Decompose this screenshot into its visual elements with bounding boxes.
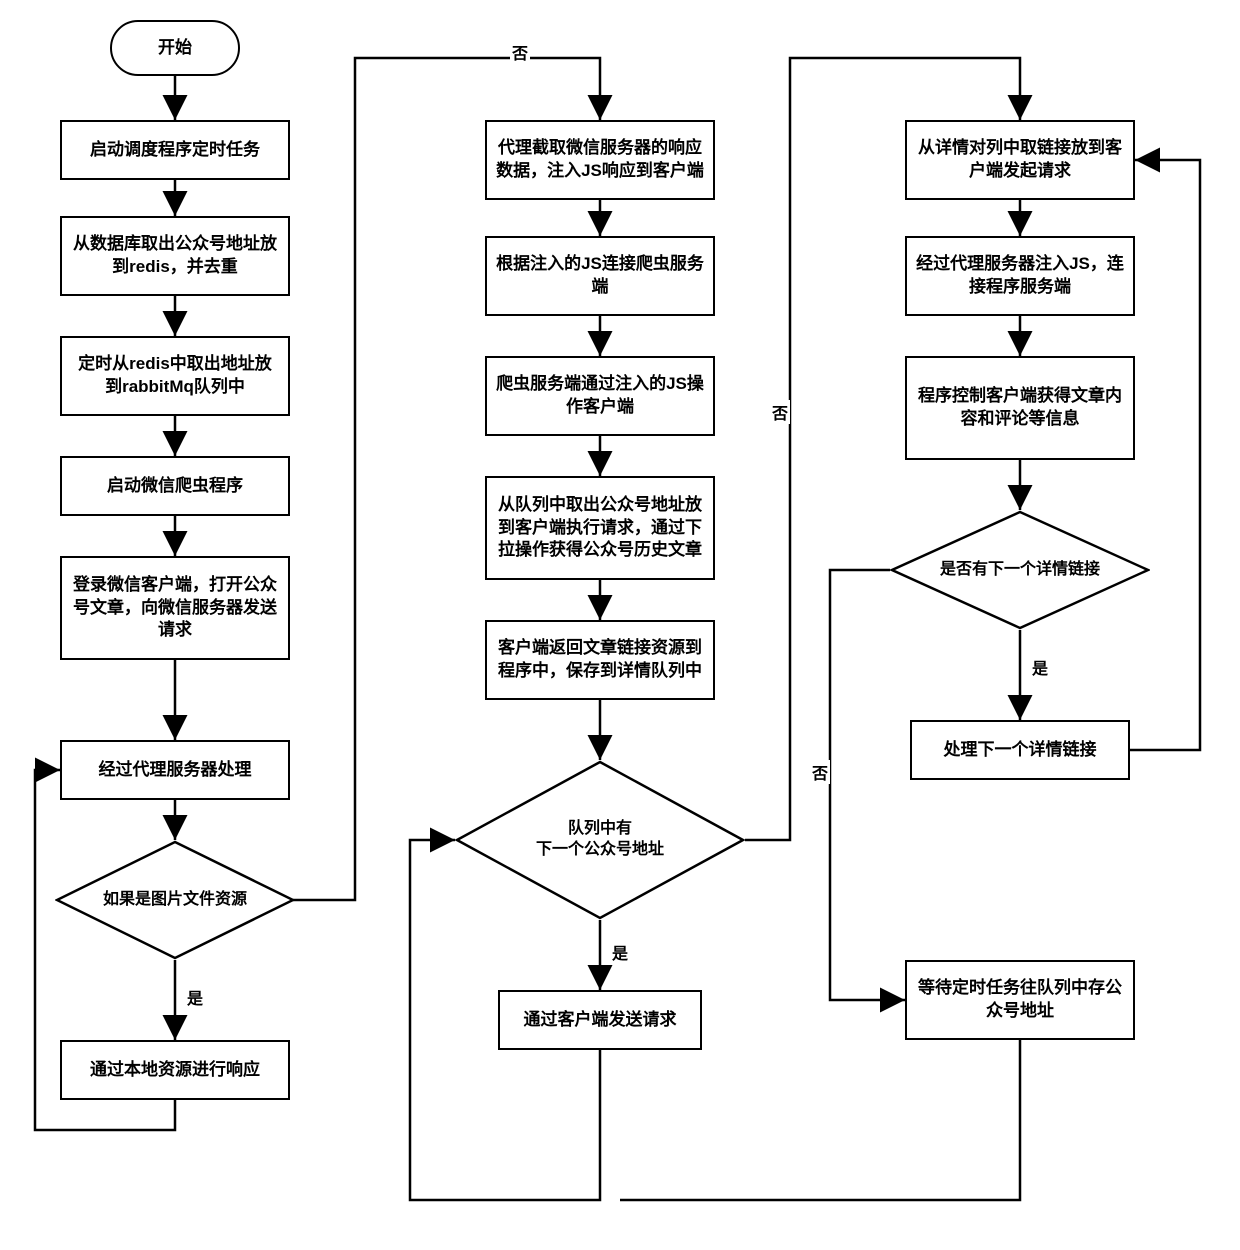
decision-next-account: 队列中有 下一个公众号地址 bbox=[455, 760, 745, 920]
label: 登录微信客户端，打开公众 号文章，向微信服务器发送 请求 bbox=[73, 574, 277, 643]
label: 启动微信爬虫程序 bbox=[107, 475, 243, 498]
label: 代理截取微信服务器的响应 数据，注入JS响应到客户端 bbox=[496, 137, 704, 183]
label: 如果是图片文件资源 bbox=[103, 890, 247, 911]
node-login-wechat: 登录微信客户端，打开公众 号文章，向微信服务器发送 请求 bbox=[60, 556, 290, 660]
label: 程序控制客户端获得文章内 容和评论等信息 bbox=[918, 385, 1122, 431]
label: 队列中有 下一个公众号地址 bbox=[536, 819, 664, 861]
node-redis-rabbit: 定时从redis中取出地址放 到rabbitMq队列中 bbox=[60, 336, 290, 416]
label: 启动调度程序定时任务 bbox=[90, 139, 260, 162]
label: 通过客户端发送请求 bbox=[524, 1009, 677, 1032]
decision-image-resource: 如果是图片文件资源 bbox=[55, 840, 295, 960]
edge-d2-yes: 是 bbox=[610, 940, 630, 964]
node-save-detail: 客户端返回文章链接资源到 程序中，保存到详情队列中 bbox=[485, 620, 715, 700]
start-label: 开始 bbox=[158, 37, 192, 60]
label: 根据注入的JS连接爬虫服务 端 bbox=[496, 253, 704, 299]
node-proxy-js-connect: 经过代理服务器注入JS，连 接程序服务端 bbox=[905, 236, 1135, 316]
edge-d3-yes: 是 bbox=[1030, 655, 1050, 679]
label: 爬虫服务端通过注入的JS操 作客户端 bbox=[496, 373, 704, 419]
node-start-crawler: 启动微信爬虫程序 bbox=[60, 456, 290, 516]
label: 经过代理服务器注入JS，连 接程序服务端 bbox=[916, 253, 1124, 299]
node-crawler-control: 爬虫服务端通过注入的JS操 作客户端 bbox=[485, 356, 715, 436]
label: 从队列中取出公众号地址放 到客户端执行请求，通过下 拉操作获得公众号历史文章 bbox=[498, 494, 702, 563]
node-scheduler: 启动调度程序定时任务 bbox=[60, 120, 290, 180]
node-js-connect: 根据注入的JS连接爬虫服务 端 bbox=[485, 236, 715, 316]
label: 从详情对列中取链接放到客 户端发起请求 bbox=[918, 137, 1122, 183]
edge-d1-yes: 是 bbox=[185, 985, 205, 1009]
label: 是否有下一个详情链接 bbox=[940, 560, 1100, 581]
edge-d2-no: 否 bbox=[770, 400, 790, 424]
label: 处理下一个详情链接 bbox=[944, 739, 1097, 762]
node-next-detail: 处理下一个详情链接 bbox=[910, 720, 1130, 780]
label: 经过代理服务器处理 bbox=[99, 759, 252, 782]
node-client-send: 通过客户端发送请求 bbox=[498, 990, 702, 1050]
edge-d3-no: 否 bbox=[810, 760, 830, 784]
label: 定时从redis中取出地址放 到rabbitMq队列中 bbox=[78, 353, 272, 399]
label: 通过本地资源进行响应 bbox=[90, 1059, 260, 1082]
node-proxy-inject: 代理截取微信服务器的响应 数据，注入JS响应到客户端 bbox=[485, 120, 715, 200]
node-proxy: 经过代理服务器处理 bbox=[60, 740, 290, 800]
node-wait-task: 等待定时任务往队列中存公 众号地址 bbox=[905, 960, 1135, 1040]
node-db-redis: 从数据库取出公众号地址放 到redis，并去重 bbox=[60, 216, 290, 296]
decision-next-detail: 是否有下一个详情链接 bbox=[890, 510, 1150, 630]
node-queue-request: 从队列中取出公众号地址放 到客户端执行请求，通过下 拉操作获得公众号历史文章 bbox=[485, 476, 715, 580]
node-local-respond: 通过本地资源进行响应 bbox=[60, 1040, 290, 1100]
node-get-content: 程序控制客户端获得文章内 容和评论等信息 bbox=[905, 356, 1135, 460]
start-node: 开始 bbox=[110, 20, 240, 76]
label: 等待定时任务往队列中存公 众号地址 bbox=[918, 977, 1122, 1023]
label: 从数据库取出公众号地址放 到redis，并去重 bbox=[73, 233, 277, 279]
node-detail-request: 从详情对列中取链接放到客 户端发起请求 bbox=[905, 120, 1135, 200]
label: 客户端返回文章链接资源到 程序中，保存到详情队列中 bbox=[498, 637, 702, 683]
edge-d1-no: 否 bbox=[510, 40, 530, 64]
